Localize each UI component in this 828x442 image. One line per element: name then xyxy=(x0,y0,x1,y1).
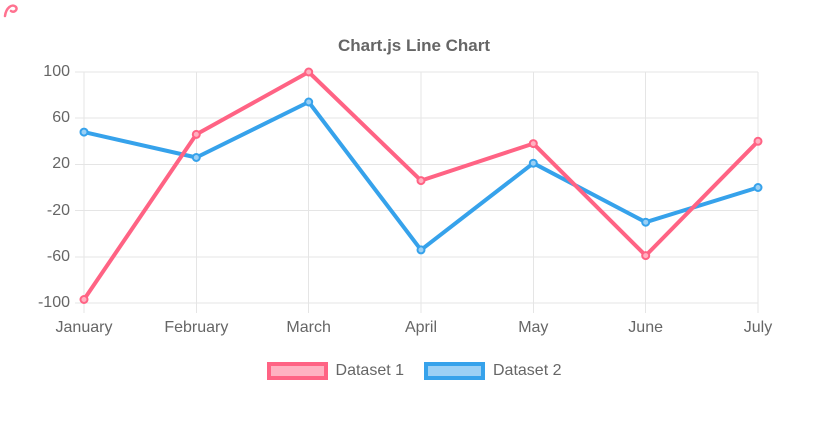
data-point[interactable] xyxy=(753,183,763,192)
x-tick-label-june: June xyxy=(628,319,663,336)
data-point[interactable] xyxy=(416,176,426,186)
x-tick-label-march: March xyxy=(286,319,331,336)
y-tick-label: -100 xyxy=(37,294,70,311)
data-point[interactable] xyxy=(79,127,89,137)
legend-swatch-icon xyxy=(424,362,485,380)
x-tick-label-april: April xyxy=(404,319,437,336)
x-tick-label-february: February xyxy=(164,319,229,336)
data-point[interactable] xyxy=(528,158,538,168)
x-tick-label-july: July xyxy=(743,319,773,336)
data-point[interactable] xyxy=(641,217,651,227)
chart-legend: Dataset 1 Dataset 2 xyxy=(0,362,828,380)
legend-item-dataset-1[interactable]: Dataset 1 xyxy=(266,362,404,380)
data-point[interactable] xyxy=(528,139,538,149)
series-dataset-1 xyxy=(79,67,763,304)
data-point[interactable] xyxy=(304,67,314,77)
y-tick-label: -60 xyxy=(46,247,70,265)
data-point[interactable] xyxy=(641,251,651,261)
y-tick-label: 100 xyxy=(43,63,70,80)
grid-layer xyxy=(75,71,759,313)
legend-swatch-icon xyxy=(266,362,328,380)
y-tick-label: -20 xyxy=(46,201,70,219)
chart-title: Chart.js Line Chart xyxy=(337,36,491,55)
y-tick-label: 60 xyxy=(52,109,70,127)
pink-scribble-artifact xyxy=(3,4,18,18)
legend-item-dataset-2[interactable]: Dataset 2 xyxy=(424,362,561,380)
legend-label: Dataset 1 xyxy=(335,362,404,379)
x-tick-label-may: May xyxy=(518,319,549,336)
data-point[interactable] xyxy=(79,295,89,304)
data-point[interactable] xyxy=(191,153,201,162)
data-point[interactable] xyxy=(191,129,201,139)
y-tick-label: 20 xyxy=(52,155,70,173)
legend-label: Dataset 2 xyxy=(493,362,562,379)
data-point[interactable] xyxy=(753,136,763,146)
x-tick-label-january: January xyxy=(55,319,113,336)
data-point[interactable] xyxy=(304,97,314,107)
data-point[interactable] xyxy=(416,245,426,255)
series-dataset-2 xyxy=(79,97,763,255)
